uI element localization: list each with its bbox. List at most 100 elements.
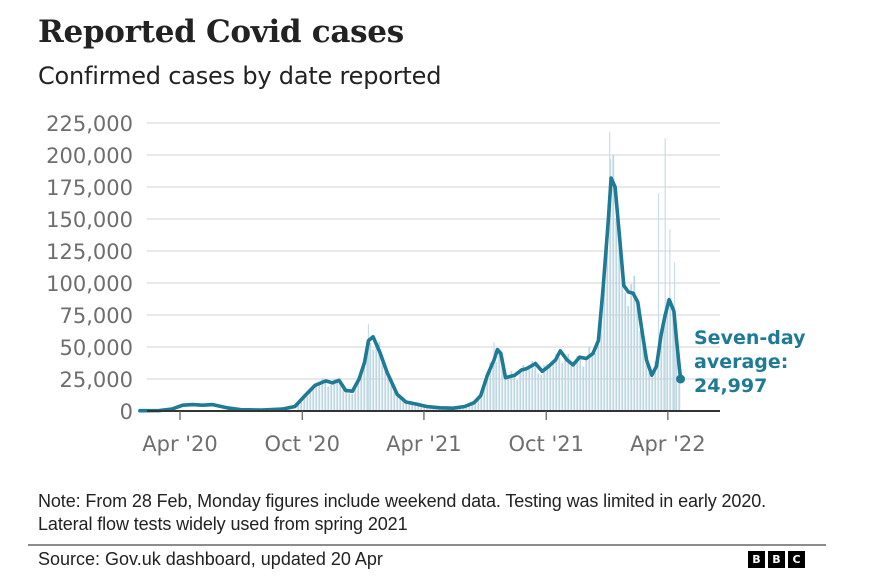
daily-bar (471, 404, 474, 411)
daily-bar (504, 378, 507, 411)
chart-svg: 0 25,000 50,000 75,000 100,000 125,000 150,000… (46, 112, 806, 456)
daily-bar (528, 369, 531, 411)
daily-bar (459, 407, 462, 411)
y-tick-label: 150,000 (46, 208, 133, 232)
daily-bar (633, 275, 636, 411)
y-tick-label: 0 (120, 400, 133, 424)
daily-bar (360, 374, 363, 411)
x-tick-label: Oct '20 (265, 432, 340, 456)
daily-bar (576, 356, 579, 411)
daily-bar (414, 404, 417, 411)
daily-bar (534, 360, 537, 411)
y-axis-labels: 0 25,000 50,000 75,000 100,000 125,000 150,000… (46, 112, 133, 424)
daily-bar (369, 342, 372, 411)
daily-bar (561, 362, 564, 411)
y-tick-label: 25,000 (60, 368, 133, 392)
daily-bar (621, 260, 624, 411)
daily-bar (582, 366, 585, 411)
daily-bar (606, 248, 609, 411)
daily-bar (408, 402, 411, 411)
daily-bar (588, 347, 591, 411)
daily-bar-spike (664, 138, 666, 412)
y-tick-label: 200,000 (46, 144, 133, 168)
daily-bar (624, 292, 627, 411)
daily-bar-spike (609, 131, 611, 411)
daily-bar (510, 371, 513, 411)
daily-bar (465, 405, 468, 411)
y-tick-label: 75,000 (60, 304, 133, 328)
daily-bar-spike (669, 229, 671, 411)
daily-bar (660, 345, 663, 411)
daily-bar (336, 380, 339, 411)
daily-bar (339, 383, 342, 411)
daily-bar (387, 372, 390, 411)
daily-bar (372, 349, 375, 411)
daily-bar (321, 378, 324, 411)
y-tick-label: 50,000 (60, 336, 133, 360)
seven-day-average-line (138, 176, 683, 413)
daily-bar (357, 377, 360, 411)
daily-bar (432, 406, 435, 411)
daily-bar (516, 379, 519, 411)
daily-bar (381, 358, 384, 411)
daily-bar (663, 324, 666, 411)
daily-bar (639, 331, 642, 411)
daily-bar (486, 372, 489, 411)
daily-bar (600, 303, 603, 411)
daily-bar-spike (493, 341, 495, 411)
daily-bar (351, 393, 354, 411)
daily-bar-spike (367, 323, 370, 411)
daily-bar (363, 362, 366, 411)
bbc-logo-letter: B (748, 551, 765, 568)
daily-bar (558, 357, 561, 411)
daily-bar (597, 339, 600, 411)
daily-bar (531, 360, 534, 411)
daily-bar (417, 405, 420, 411)
daily-bars (297, 131, 681, 412)
daily-bar (390, 380, 393, 411)
bbc-logo-letter: C (788, 551, 805, 568)
annotation-line: average: (694, 351, 788, 373)
daily-bar (648, 372, 651, 411)
daily-bar (477, 397, 480, 411)
x-tick-label: Apr '20 (142, 432, 218, 456)
x-tick-label: Apr '22 (630, 432, 706, 456)
daily-bar (543, 365, 546, 411)
daily-bar (555, 353, 558, 411)
daily-bar (489, 362, 492, 411)
annotation-line: Seven-day (694, 327, 806, 349)
daily-bar (438, 408, 441, 411)
daily-bar (525, 368, 528, 411)
daily-bar (498, 349, 501, 411)
daily-bar (309, 390, 312, 411)
daily-bar (306, 396, 309, 411)
chart-title: Reported Covid cases (38, 14, 404, 50)
daily-bar (303, 397, 306, 411)
daily-bar (522, 364, 525, 411)
daily-bar (330, 384, 333, 411)
daily-bar (480, 394, 483, 411)
x-axis: Apr '20 Oct '20 Apr '21 Oct '21 Apr '22 (142, 410, 720, 456)
daily-bar (630, 284, 633, 411)
daily-bar (345, 388, 348, 411)
daily-bar (312, 385, 315, 411)
daily-bar (549, 367, 552, 411)
daily-bar (348, 393, 351, 411)
x-tick-label: Apr '21 (386, 432, 462, 456)
daily-bar (378, 341, 381, 411)
daily-bar (318, 383, 321, 411)
daily-bar (483, 386, 486, 411)
daily-bar (579, 357, 582, 411)
daily-bar (327, 386, 330, 411)
footnote: Note: From 28 Feb, Monday figures includ… (38, 491, 767, 534)
daily-bar-spike (657, 193, 660, 411)
daily-bar (615, 218, 618, 411)
daily-bar (618, 245, 621, 411)
daily-bar (573, 365, 576, 411)
daily-bar (612, 155, 615, 411)
daily-bar (585, 359, 588, 411)
daily-bar (462, 406, 465, 411)
daily-bar (495, 361, 498, 411)
daily-bar (501, 357, 504, 411)
daily-bar (300, 397, 303, 411)
